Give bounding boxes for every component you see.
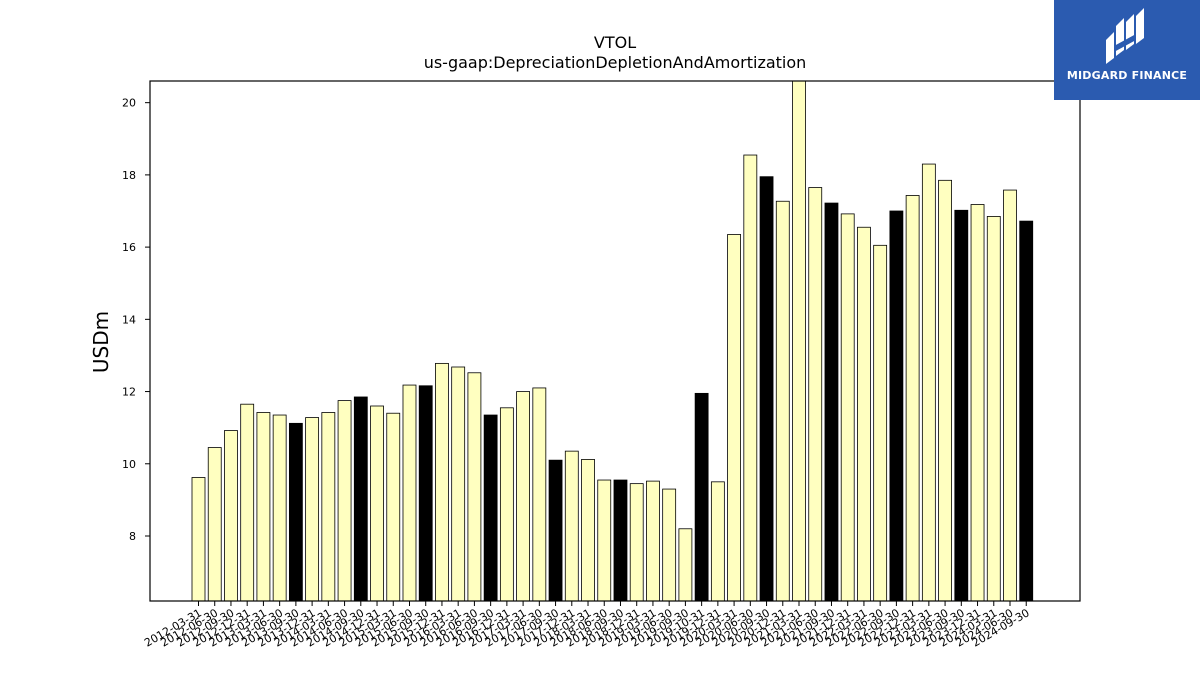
axes-frame	[149, 80, 1081, 602]
bar	[710, 481, 725, 601]
y-tick-label: 12	[122, 386, 136, 399]
bar	[402, 384, 417, 601]
plot-area: 2012-03-312012-06-302012-09-302012-12-31…	[122, 80, 1081, 650]
bar	[678, 528, 693, 601]
bar	[840, 213, 855, 601]
y-tick-label: 8	[129, 530, 136, 543]
bar	[905, 195, 920, 601]
bar	[808, 187, 823, 601]
bar	[613, 479, 628, 601]
bar	[921, 163, 936, 601]
bar	[516, 391, 530, 601]
bar	[694, 392, 709, 601]
bar	[824, 202, 839, 601]
bar	[775, 200, 790, 601]
chart-subtitle: us-gaap:DepreciationDepletionAndAmortiza…	[424, 53, 807, 72]
bar	[889, 210, 904, 601]
bar	[370, 405, 384, 601]
bar	[581, 459, 595, 601]
bar	[418, 385, 433, 601]
bar	[272, 414, 287, 601]
y-tick-label: 20	[122, 97, 136, 110]
bar	[451, 366, 466, 601]
brand-name: MIDGARD FINANCE	[1066, 69, 1188, 82]
bar	[435, 362, 449, 601]
bar	[288, 422, 303, 601]
bar	[646, 480, 660, 601]
bar	[483, 414, 498, 601]
bar	[986, 216, 1001, 601]
bar	[256, 412, 271, 601]
bar	[532, 387, 547, 601]
bar	[743, 154, 758, 601]
y-tick-label: 14	[122, 313, 136, 326]
bar	[1019, 220, 1034, 601]
y-tick-label: 18	[122, 169, 136, 182]
y-tick-label: 16	[122, 241, 136, 254]
bar	[386, 412, 401, 601]
bar	[207, 447, 222, 601]
bar	[353, 396, 368, 601]
y-axis-label: USDm	[89, 311, 113, 373]
bar	[564, 450, 579, 601]
midgard-logo-icon	[1106, 8, 1144, 64]
bar	[727, 234, 741, 601]
bar	[1003, 189, 1017, 601]
bar	[759, 176, 774, 601]
bar	[337, 400, 352, 601]
bar	[321, 412, 336, 601]
bar	[191, 477, 206, 601]
bar	[467, 372, 482, 601]
bar	[499, 407, 514, 601]
bar	[597, 479, 612, 601]
chart-title: VTOL	[594, 33, 636, 52]
bar	[857, 226, 871, 601]
bar	[629, 483, 644, 601]
bar	[662, 488, 677, 601]
bar	[792, 81, 806, 601]
bar	[938, 179, 952, 601]
bar	[240, 403, 255, 601]
brand-logo: MIDGARD FINANCE	[1054, 0, 1200, 100]
y-tick-label: 10	[122, 458, 136, 471]
bar	[954, 209, 969, 601]
bar	[873, 244, 888, 601]
bar	[970, 204, 985, 601]
bar	[548, 459, 563, 601]
bar	[224, 430, 238, 601]
bar	[305, 417, 320, 601]
